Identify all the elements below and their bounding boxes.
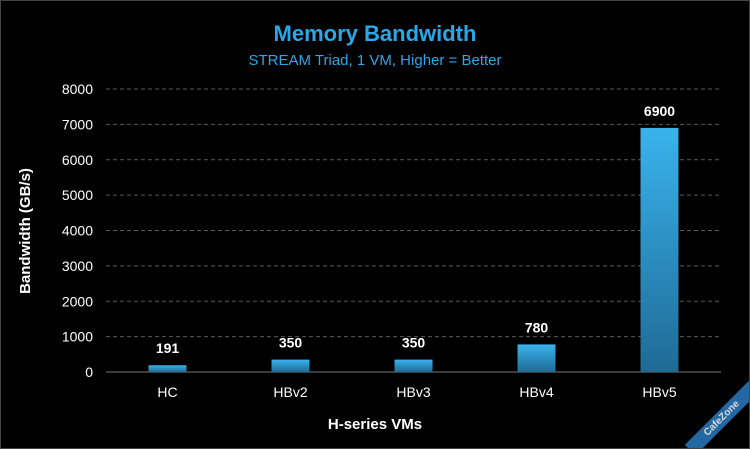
data-label: 6900: [644, 103, 675, 119]
y-tick-label: 7000: [62, 116, 93, 132]
y-axis-label: Bandwidth (GB/s): [17, 168, 34, 294]
bar-hbv4: [517, 344, 556, 372]
x-tick-label: HC: [157, 384, 177, 400]
data-label: 780: [525, 319, 549, 335]
y-tick-label: 2000: [62, 293, 93, 309]
y-tick-label: 3000: [62, 258, 93, 274]
y-tick-label: 4000: [62, 223, 93, 239]
bar-hbv5: [640, 127, 679, 372]
bar-hbv2: [271, 359, 310, 372]
data-label: 350: [402, 335, 426, 351]
x-tick-label: HBv2: [273, 384, 307, 400]
y-tick-label: 0: [85, 364, 93, 380]
bar-hc: [148, 365, 187, 372]
chart-subtitle: STREAM Triad, 1 VM, Higher = Better: [248, 52, 501, 69]
x-tick-label: HBv4: [519, 384, 553, 400]
bar-hbv3: [394, 359, 433, 372]
data-label: 191: [156, 340, 180, 356]
y-axis-ticks: 0 1000 2000 3000 4000 5000 6000 7000 8000: [62, 81, 93, 380]
y-tick-label: 6000: [62, 152, 93, 168]
y-tick-label: 1000: [62, 329, 93, 345]
y-tick-label: 5000: [62, 187, 93, 203]
chart-title: Memory Bandwidth: [274, 21, 477, 46]
bars: 191 350 350 780 6900: [148, 103, 679, 372]
data-label: 350: [279, 335, 303, 351]
x-axis-label: H-series VMs: [328, 416, 422, 433]
x-tick-label: HBv3: [396, 384, 430, 400]
x-tick-label: HBv5: [642, 384, 676, 400]
y-tick-label: 8000: [62, 81, 93, 97]
x-axis-ticks: HC HBv2 HBv3 HBv4 HBv5: [157, 384, 676, 400]
gridlines: [106, 88, 721, 373]
